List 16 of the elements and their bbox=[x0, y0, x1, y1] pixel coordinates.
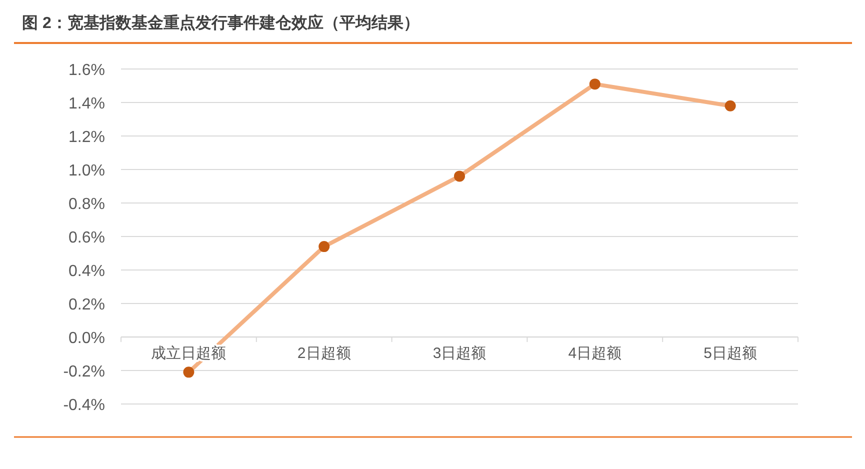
y-tick-label: 0.4% bbox=[68, 263, 105, 280]
y-tick-label: 0.0% bbox=[68, 330, 105, 347]
y-tick-label: 0.8% bbox=[68, 196, 105, 213]
x-tick-label: 4日超额 bbox=[568, 345, 622, 362]
x-tick-label: 3日超额 bbox=[432, 345, 486, 362]
y-tick-label: 1.4% bbox=[68, 96, 105, 112]
x-tick-label: 2日超额 bbox=[297, 345, 351, 362]
x-tick-label: 5日超额 bbox=[704, 345, 757, 362]
y-tick-label: 1.6% bbox=[68, 62, 105, 79]
y-tick-label: 1.0% bbox=[68, 162, 105, 180]
chart-title: 图 2：宽基指数基金重点发行事件建仓效应（平均结果） bbox=[22, 13, 420, 32]
y-tick-label: -0.4% bbox=[63, 397, 105, 414]
y-tick-label: -0.2% bbox=[63, 364, 105, 380]
y-tick-label: 0.2% bbox=[68, 296, 105, 314]
y-tick-label: 0.6% bbox=[68, 230, 105, 246]
y-tick-label: 1.2% bbox=[68, 129, 105, 146]
